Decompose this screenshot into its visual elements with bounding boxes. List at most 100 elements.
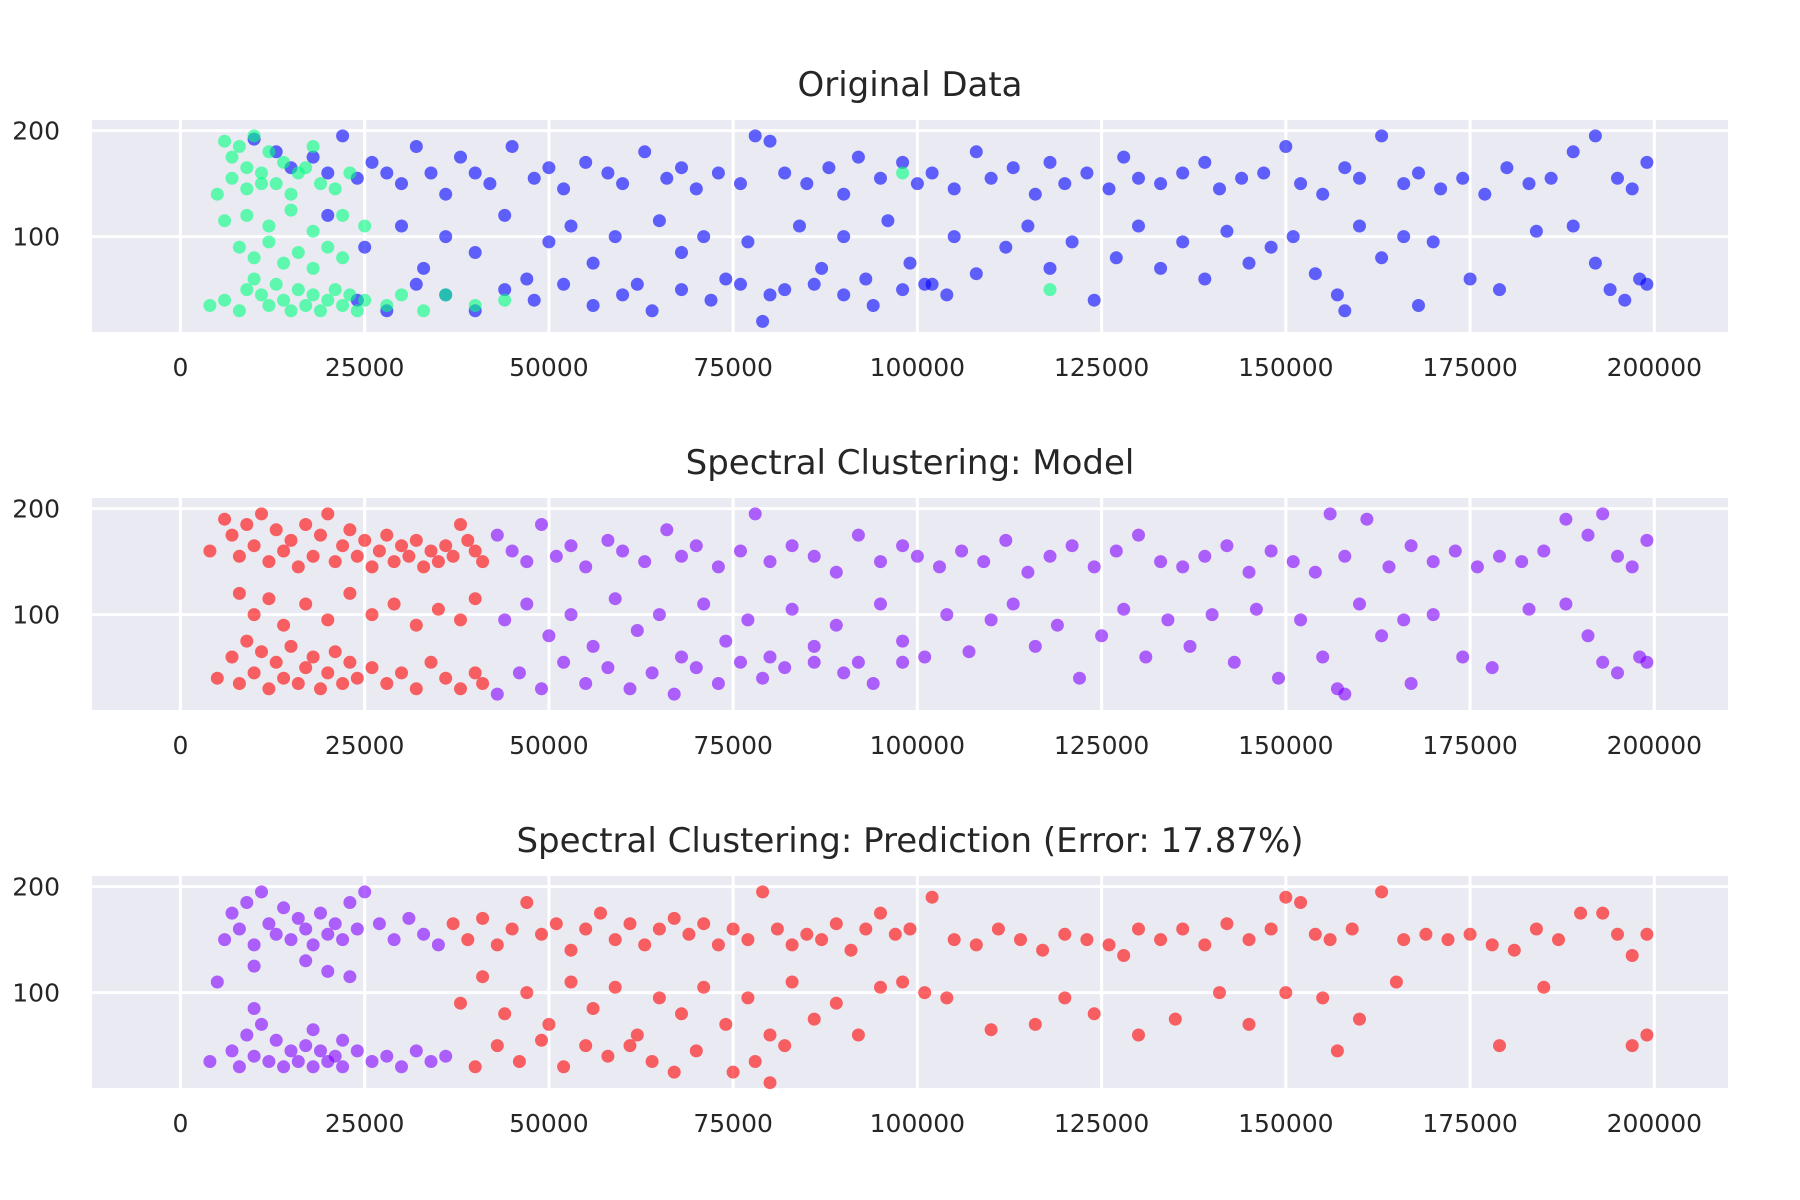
scatter-point	[1102, 182, 1116, 196]
scatter-point	[557, 1060, 571, 1074]
scatter-point	[431, 938, 445, 952]
scatter-point	[1028, 639, 1042, 653]
scatter-point	[549, 549, 563, 563]
scatter-point	[1176, 166, 1190, 180]
scatter-point	[498, 283, 512, 297]
scatter-point	[1213, 182, 1226, 196]
scatter-point	[579, 922, 593, 936]
scatter-point	[490, 528, 504, 542]
scatter-point	[498, 208, 512, 222]
scatter-point	[439, 230, 453, 244]
scatter-point	[269, 1033, 283, 1047]
subplot-spectral-model: 0 25000 50000 75000 100000 125000 150000 175000…	[12, 443, 1728, 760]
grid	[92, 498, 1728, 710]
scatter-point	[321, 613, 335, 627]
scatter-point	[918, 986, 932, 1000]
scatter-point	[984, 613, 998, 627]
scatter-point	[468, 246, 482, 259]
scatter-point	[1412, 299, 1425, 312]
scatter-point	[262, 917, 276, 931]
scatter-point	[336, 129, 350, 143]
scatter-point	[468, 1060, 482, 1074]
scatter-point	[321, 293, 335, 307]
scatter-point	[358, 293, 372, 307]
scatter-point	[616, 288, 630, 302]
scatter-point	[1434, 182, 1448, 196]
scatter-point	[1441, 933, 1455, 947]
x-tick-label: 175000	[1422, 1109, 1517, 1138]
scatter-point	[321, 208, 335, 222]
scatter-point	[535, 927, 548, 941]
scatter-point	[1154, 177, 1168, 191]
scatter-point	[240, 182, 254, 196]
scatter-point	[1257, 166, 1271, 180]
scatter-point	[1338, 687, 1352, 701]
scatter-point	[321, 927, 335, 941]
scatter-point	[557, 655, 571, 669]
scatter-point	[756, 671, 770, 685]
scatter-point	[1507, 943, 1521, 957]
scatter-point	[439, 539, 453, 553]
scatter-point	[232, 922, 246, 936]
scatter-point	[1087, 1007, 1101, 1021]
scatter-point	[284, 639, 298, 653]
scatter-point	[1176, 235, 1190, 249]
x-tick-label: 100000	[870, 353, 965, 382]
scatter-point	[564, 219, 578, 233]
scatter-point	[667, 1065, 681, 1079]
scatter-point	[734, 544, 747, 558]
scatter-point	[1478, 187, 1492, 201]
scatter-point	[829, 996, 843, 1010]
scatter-point	[431, 602, 445, 616]
scatter-point	[1382, 560, 1396, 574]
scatter-point	[851, 528, 865, 542]
scatter-point	[851, 150, 865, 164]
scatter-point	[1087, 293, 1101, 307]
scatter-point	[299, 597, 313, 611]
x-tick-label: 150000	[1238, 353, 1333, 382]
x-tick-label: 200000	[1607, 1109, 1702, 1138]
scatter-point	[365, 608, 379, 622]
scatter-point	[903, 922, 917, 936]
x-tick-labels: 0 25000 50000 75000 100000 125000 150000 175000…	[172, 1109, 1702, 1138]
scatter-point	[328, 645, 342, 659]
scatter-point	[402, 549, 416, 563]
scatter-point	[203, 544, 217, 558]
x-tick-label: 0	[172, 731, 188, 760]
scatter-point	[1264, 922, 1278, 936]
scatter-point	[1242, 1017, 1256, 1031]
x-tick-label: 150000	[1238, 731, 1333, 760]
scatter-point	[748, 1055, 762, 1068]
y-tick-label: 100	[12, 601, 60, 630]
scatter-point	[564, 539, 578, 553]
scatter-point	[689, 661, 703, 675]
scatter-point	[328, 917, 342, 931]
scatter-point	[734, 277, 747, 291]
scatter-point	[1485, 661, 1499, 675]
scatter-point	[1132, 528, 1145, 542]
scatter-point	[314, 177, 327, 191]
scatter-point	[299, 1039, 313, 1053]
scatter-point	[284, 203, 298, 217]
scatter-point	[579, 1039, 593, 1053]
scatter-point	[365, 155, 379, 169]
scatter-point	[446, 917, 460, 931]
scatter-point	[866, 677, 880, 690]
scatter-point	[940, 608, 954, 622]
scatter-point	[225, 906, 239, 920]
scatter-point	[837, 666, 851, 680]
scatter-point	[291, 911, 305, 925]
scatter-point	[601, 1049, 615, 1063]
scatter-point	[284, 187, 298, 201]
scatter-point	[1552, 933, 1565, 947]
scatter-point	[232, 240, 246, 254]
scatter-point	[1611, 666, 1624, 680]
scatter-point	[306, 938, 320, 952]
scatter-point	[321, 666, 335, 680]
scatter-point	[645, 304, 659, 318]
scatter-point	[1014, 933, 1027, 947]
scatter-point	[417, 261, 431, 275]
scatter-point	[652, 922, 666, 936]
scatter-point	[969, 938, 983, 952]
scatter-point	[343, 166, 357, 180]
